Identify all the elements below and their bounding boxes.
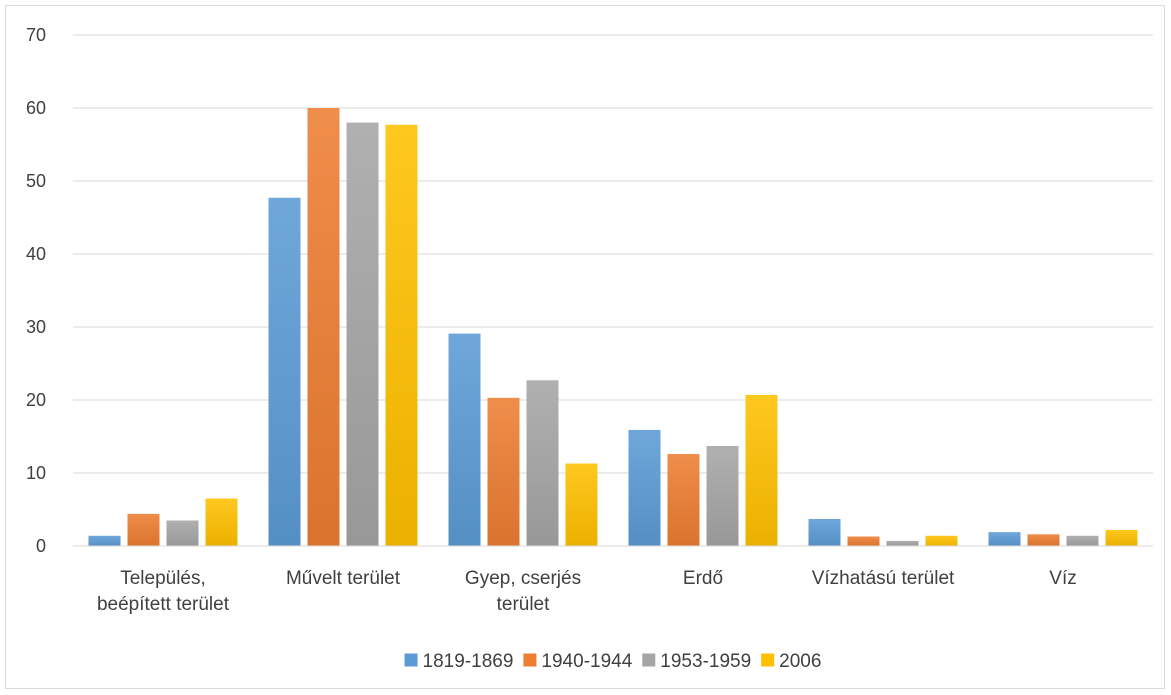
category-label-2: Művelt terület <box>286 568 401 589</box>
legend-label-1940-1944: 1940-1944 <box>541 651 632 672</box>
bar-2006-3 <box>565 463 598 546</box>
bar-1953-1959-3 <box>526 380 559 546</box>
bar-1953-1959-4 <box>706 445 739 546</box>
legend-swatch-2006 <box>761 653 775 667</box>
bar-1819-1869-6 <box>988 532 1021 546</box>
bar-1940-1944-1 <box>127 513 160 546</box>
legend-swatch-1953-1959 <box>642 653 656 667</box>
legend-label-1819-1869: 1819-1869 <box>423 651 514 672</box>
category-label-4: Erdő <box>683 568 723 589</box>
bar-1940-1944-2 <box>307 108 340 546</box>
y-tick-label-30: 30 <box>26 317 46 337</box>
bar-1819-1869-2 <box>268 197 301 547</box>
legend: 1819-1869 1940-1944 1953-1959 2006 <box>404 651 821 672</box>
bar-2006-5 <box>925 535 958 546</box>
bar-1940-1944-3 <box>487 397 520 546</box>
legend-label-2006: 2006 <box>779 651 821 672</box>
bar-1953-1959-2 <box>346 122 379 546</box>
y-tick-label-50: 50 <box>26 171 46 191</box>
bar-1819-1869-1 <box>88 535 121 546</box>
bar-1819-1869-3 <box>448 333 481 546</box>
bar-1940-1944-5 <box>847 536 880 546</box>
legend-label-1953-1959: 1953-1959 <box>660 651 751 672</box>
bar-2006-1 <box>205 498 238 546</box>
y-tick-label-60: 60 <box>26 98 46 118</box>
y-axis-tick-labels: 0 10 20 30 40 50 60 70 <box>26 25 46 556</box>
category-labels: Település, beépített terület Művelt terüle… <box>97 568 1077 615</box>
bar-1953-1959-6 <box>1066 535 1099 546</box>
bar-1953-1959-5 <box>886 540 919 546</box>
y-tick-label-0: 0 <box>36 536 46 556</box>
bar-1819-1869-5 <box>808 518 841 546</box>
category-label-5: Vízhatású terület <box>812 568 955 589</box>
y-tick-label-40: 40 <box>26 244 46 264</box>
legend-swatch-1940-1944 <box>523 653 537 667</box>
bars <box>88 108 1138 547</box>
y-tick-label-70: 70 <box>26 25 46 45</box>
y-tick-label-10: 10 <box>26 463 46 483</box>
bar-2006-6 <box>1105 529 1138 546</box>
chart-frame <box>5 5 1165 689</box>
bar-1953-1959-1 <box>166 520 199 546</box>
bar-1819-1869-4 <box>628 429 661 546</box>
y-tick-label-20: 20 <box>26 390 46 410</box>
bar-2006-2 <box>385 124 418 546</box>
bar-1940-1944-6 <box>1027 534 1060 546</box>
category-label-3: Gyep, cserjés terület <box>465 568 581 615</box>
bar-2006-4 <box>745 394 778 546</box>
gridlines <box>73 34 1153 474</box>
bar-1940-1944-4 <box>667 454 700 546</box>
category-label-6: Víz <box>1049 568 1076 589</box>
legend-swatch-1819-1869 <box>404 653 418 667</box>
category-label-1: Település, beépített terület <box>97 568 230 615</box>
